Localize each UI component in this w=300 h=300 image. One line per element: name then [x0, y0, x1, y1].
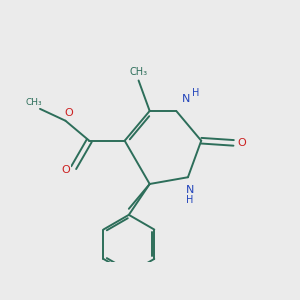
- Text: N: N: [182, 94, 190, 104]
- Text: CH₃: CH₃: [25, 98, 42, 107]
- Text: N: N: [186, 185, 194, 195]
- Text: H: H: [192, 88, 200, 98]
- Text: CH₃: CH₃: [130, 67, 148, 77]
- Text: O: O: [61, 165, 70, 175]
- Text: O: O: [64, 108, 73, 118]
- Text: O: O: [237, 138, 246, 148]
- Text: H: H: [186, 195, 194, 205]
